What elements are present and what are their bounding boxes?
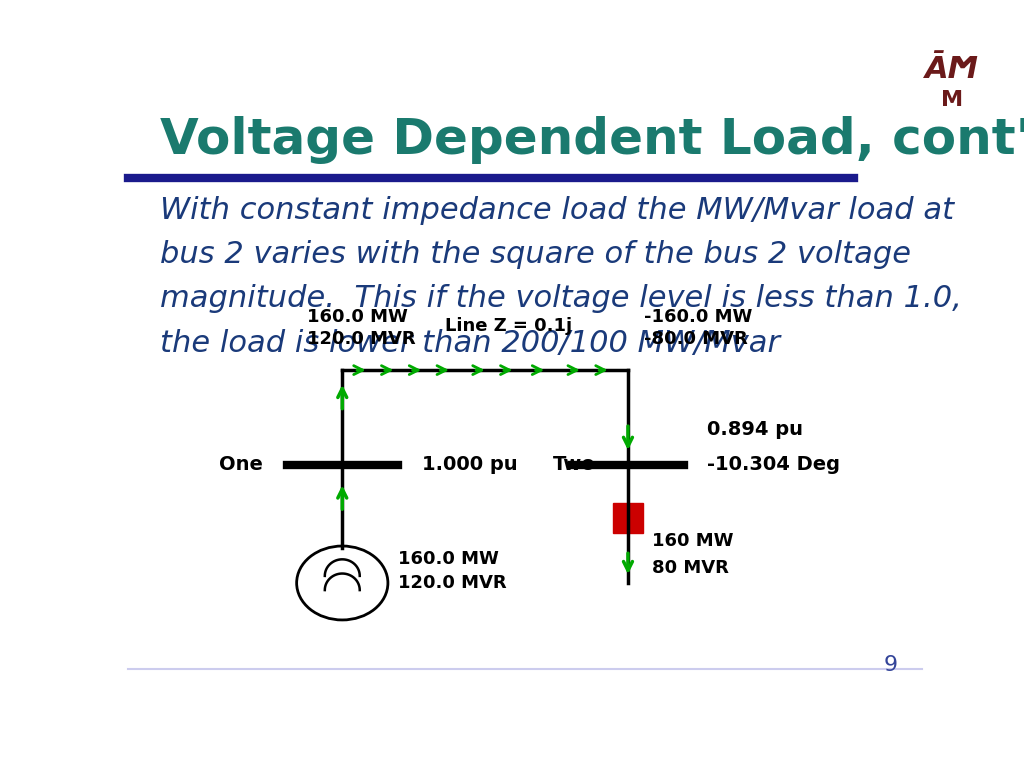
Text: magnitude.  This if the voltage level is less than 1.0,: magnitude. This if the voltage level is …: [160, 284, 962, 313]
Text: M: M: [941, 90, 964, 110]
Text: One: One: [219, 455, 263, 474]
Text: -10.304 Deg: -10.304 Deg: [708, 455, 841, 474]
Text: 160 MW: 160 MW: [652, 532, 733, 551]
Text: Two: Two: [553, 455, 595, 474]
Text: -80.0 MVR: -80.0 MVR: [644, 329, 748, 348]
Text: 120.0 MVR: 120.0 MVR: [306, 329, 415, 348]
Text: 80 MVR: 80 MVR: [652, 559, 729, 577]
Text: 160.0 MW: 160.0 MW: [306, 308, 408, 326]
Text: 9: 9: [884, 654, 898, 674]
Text: 120.0 MVR: 120.0 MVR: [397, 574, 507, 592]
Text: Line Z = 0.1j: Line Z = 0.1j: [445, 316, 572, 335]
Text: the load is lower than 200/100 MW/Mvar: the load is lower than 200/100 MW/Mvar: [160, 329, 779, 358]
Text: bus 2 varies with the square of the bus 2 voltage: bus 2 varies with the square of the bus …: [160, 240, 910, 269]
Text: 160.0 MW: 160.0 MW: [397, 550, 499, 568]
Text: -160.0 MW: -160.0 MW: [644, 308, 753, 326]
Text: Voltage Dependent Load, cont'd: Voltage Dependent Load, cont'd: [160, 116, 1024, 164]
Text: 0.894 pu: 0.894 pu: [708, 420, 803, 439]
Bar: [613, 503, 643, 533]
Text: ĀϺ: ĀϺ: [926, 55, 979, 84]
Text: With constant impedance load the MW/Mvar load at: With constant impedance load the MW/Mvar…: [160, 196, 954, 225]
Text: 1.000 pu: 1.000 pu: [422, 455, 517, 474]
